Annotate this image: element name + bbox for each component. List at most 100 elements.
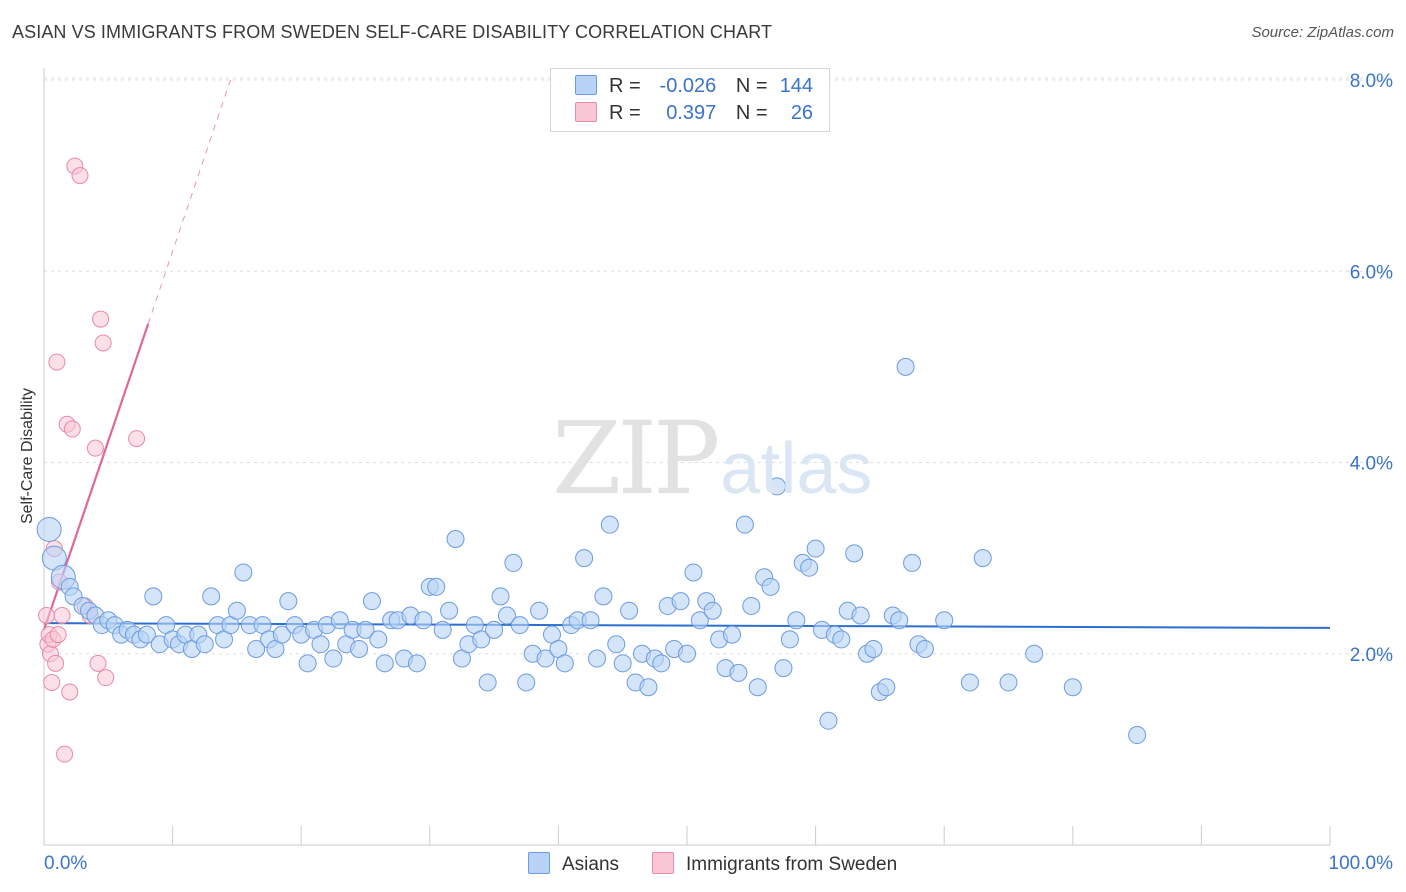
asian-point-87 bbox=[600, 515, 619, 534]
legend-n-label-asians: N = bbox=[735, 75, 768, 97]
asian-point-74 bbox=[517, 673, 536, 692]
asian-point-40 bbox=[298, 654, 317, 673]
axes bbox=[43, 68, 1331, 846]
asian-point-69 bbox=[485, 620, 504, 639]
asian-point-67 bbox=[472, 630, 491, 649]
asian-point-137 bbox=[935, 611, 954, 630]
legend-n-value-sweden: 26 bbox=[790, 102, 814, 124]
legend-n-value-asians: 144 bbox=[779, 75, 814, 97]
asian-point-16 bbox=[144, 587, 163, 606]
sweden-point-10 bbox=[53, 607, 71, 624]
asian-point-112 bbox=[761, 577, 780, 596]
asian-point-15 bbox=[137, 625, 156, 644]
asian-point-57 bbox=[407, 654, 426, 673]
sweden-point-25 bbox=[49, 626, 67, 644]
asian-point-42 bbox=[311, 635, 330, 654]
asian-point-32 bbox=[247, 639, 266, 658]
x-tick-label-1: 100.0% bbox=[1329, 853, 1394, 874]
asian-point-100 bbox=[684, 563, 703, 582]
sweden-point-20 bbox=[89, 654, 107, 672]
legend-row-sweden: R = 0.397 N = 26 bbox=[575, 102, 813, 128]
y-tick-label-0: 2.0% bbox=[1350, 645, 1393, 666]
asian-point-63 bbox=[446, 530, 465, 548]
asian-point-36 bbox=[272, 625, 291, 644]
asian-points bbox=[36, 357, 1147, 745]
sweden-point-19 bbox=[86, 439, 104, 457]
asian-point-107 bbox=[729, 663, 748, 682]
legend-r-label-sweden: R = bbox=[609, 102, 641, 124]
asian-point-103 bbox=[703, 601, 722, 620]
asian-point-133 bbox=[896, 357, 915, 376]
y-axis-label: Self-Care Disability bbox=[19, 387, 36, 525]
asian-point-0 bbox=[36, 516, 62, 542]
asian-point-119 bbox=[806, 539, 825, 558]
bottom-label-asians: Asians bbox=[562, 854, 620, 875]
correlation-legend: R = -0.026 N = 144 R = 0.397 N = 26 bbox=[550, 68, 830, 132]
legend-r-label-asians: R = bbox=[609, 75, 641, 97]
asian-point-140 bbox=[999, 673, 1018, 692]
legend-swatch-asians bbox=[575, 75, 597, 95]
asian-point-138 bbox=[960, 673, 979, 692]
asian-point-115 bbox=[780, 630, 799, 649]
asian-point-106 bbox=[723, 625, 742, 644]
bottom-label-sweden: Immigrants from Sweden bbox=[686, 854, 898, 875]
asian-point-118 bbox=[800, 558, 819, 577]
asian-point-121 bbox=[819, 711, 838, 730]
asian-point-61 bbox=[433, 620, 452, 639]
y-tick-label-1: 4.0% bbox=[1350, 454, 1393, 475]
legend-row-asians: R = -0.026 N = 144 bbox=[575, 75, 813, 101]
sweden-point-21 bbox=[92, 310, 110, 328]
asian-point-126 bbox=[851, 606, 870, 625]
asian-point-77 bbox=[536, 649, 555, 668]
asian-point-139 bbox=[973, 549, 992, 568]
asian-point-141 bbox=[1025, 644, 1044, 663]
legend-r-value-asians: -0.026 bbox=[659, 75, 717, 97]
asian-point-50 bbox=[362, 592, 381, 611]
sweden-point-13 bbox=[61, 683, 79, 701]
asian-point-72 bbox=[504, 553, 523, 572]
asian-point-76 bbox=[530, 601, 549, 620]
watermark: ZIPatlas bbox=[552, 400, 872, 517]
asian-point-45 bbox=[330, 611, 349, 630]
asian-point-49 bbox=[356, 620, 375, 639]
sweden-point-8 bbox=[48, 353, 66, 371]
asian-point-86 bbox=[594, 587, 613, 606]
legend-r-value-sweden: 0.397 bbox=[666, 102, 717, 124]
asian-point-132 bbox=[890, 611, 909, 630]
asian-point-110 bbox=[748, 678, 767, 697]
asian-point-73 bbox=[510, 616, 529, 635]
asian-point-95 bbox=[652, 654, 671, 673]
sweden-point-24 bbox=[128, 430, 146, 448]
asian-point-30 bbox=[234, 563, 253, 582]
asian-point-134 bbox=[903, 553, 922, 572]
asian-point-108 bbox=[735, 515, 754, 534]
source-credit: Source: ZipAtlas.com bbox=[1251, 24, 1394, 41]
sweden-point-16 bbox=[71, 167, 89, 185]
asian-point-62 bbox=[440, 601, 459, 620]
asian-point-58 bbox=[414, 611, 433, 630]
asian-point-80 bbox=[555, 654, 574, 673]
asian-point-51 bbox=[369, 630, 388, 649]
asian-point-93 bbox=[639, 678, 658, 697]
asian-point-24 bbox=[195, 635, 214, 654]
sweden-point-23 bbox=[97, 669, 115, 687]
chart-title: ASIAN VS IMMIGRANTS FROM SWEDEN SELF-CAR… bbox=[12, 22, 773, 42]
y-tick-label-3: 8.0% bbox=[1350, 71, 1393, 92]
asian-point-90 bbox=[620, 601, 639, 620]
asian-point-128 bbox=[864, 639, 883, 658]
sweden-trend-extension bbox=[147, 79, 231, 325]
asian-point-29 bbox=[227, 601, 246, 620]
asian-point-123 bbox=[832, 630, 851, 649]
sweden-point-11 bbox=[56, 745, 74, 763]
legend-n-label-sweden: N = bbox=[735, 102, 768, 124]
asian-point-60 bbox=[427, 577, 446, 596]
sweden-point-0 bbox=[38, 607, 56, 624]
asian-point-99 bbox=[678, 644, 696, 663]
sweden-point-14 bbox=[63, 420, 81, 438]
legend-swatch-sweden bbox=[575, 102, 597, 122]
bottom-swatch-asians bbox=[528, 852, 550, 874]
bottom-legend-sweden: Immigrants from Sweden bbox=[652, 852, 897, 876]
asian-point-109 bbox=[742, 596, 761, 615]
asian-point-52 bbox=[375, 654, 394, 673]
